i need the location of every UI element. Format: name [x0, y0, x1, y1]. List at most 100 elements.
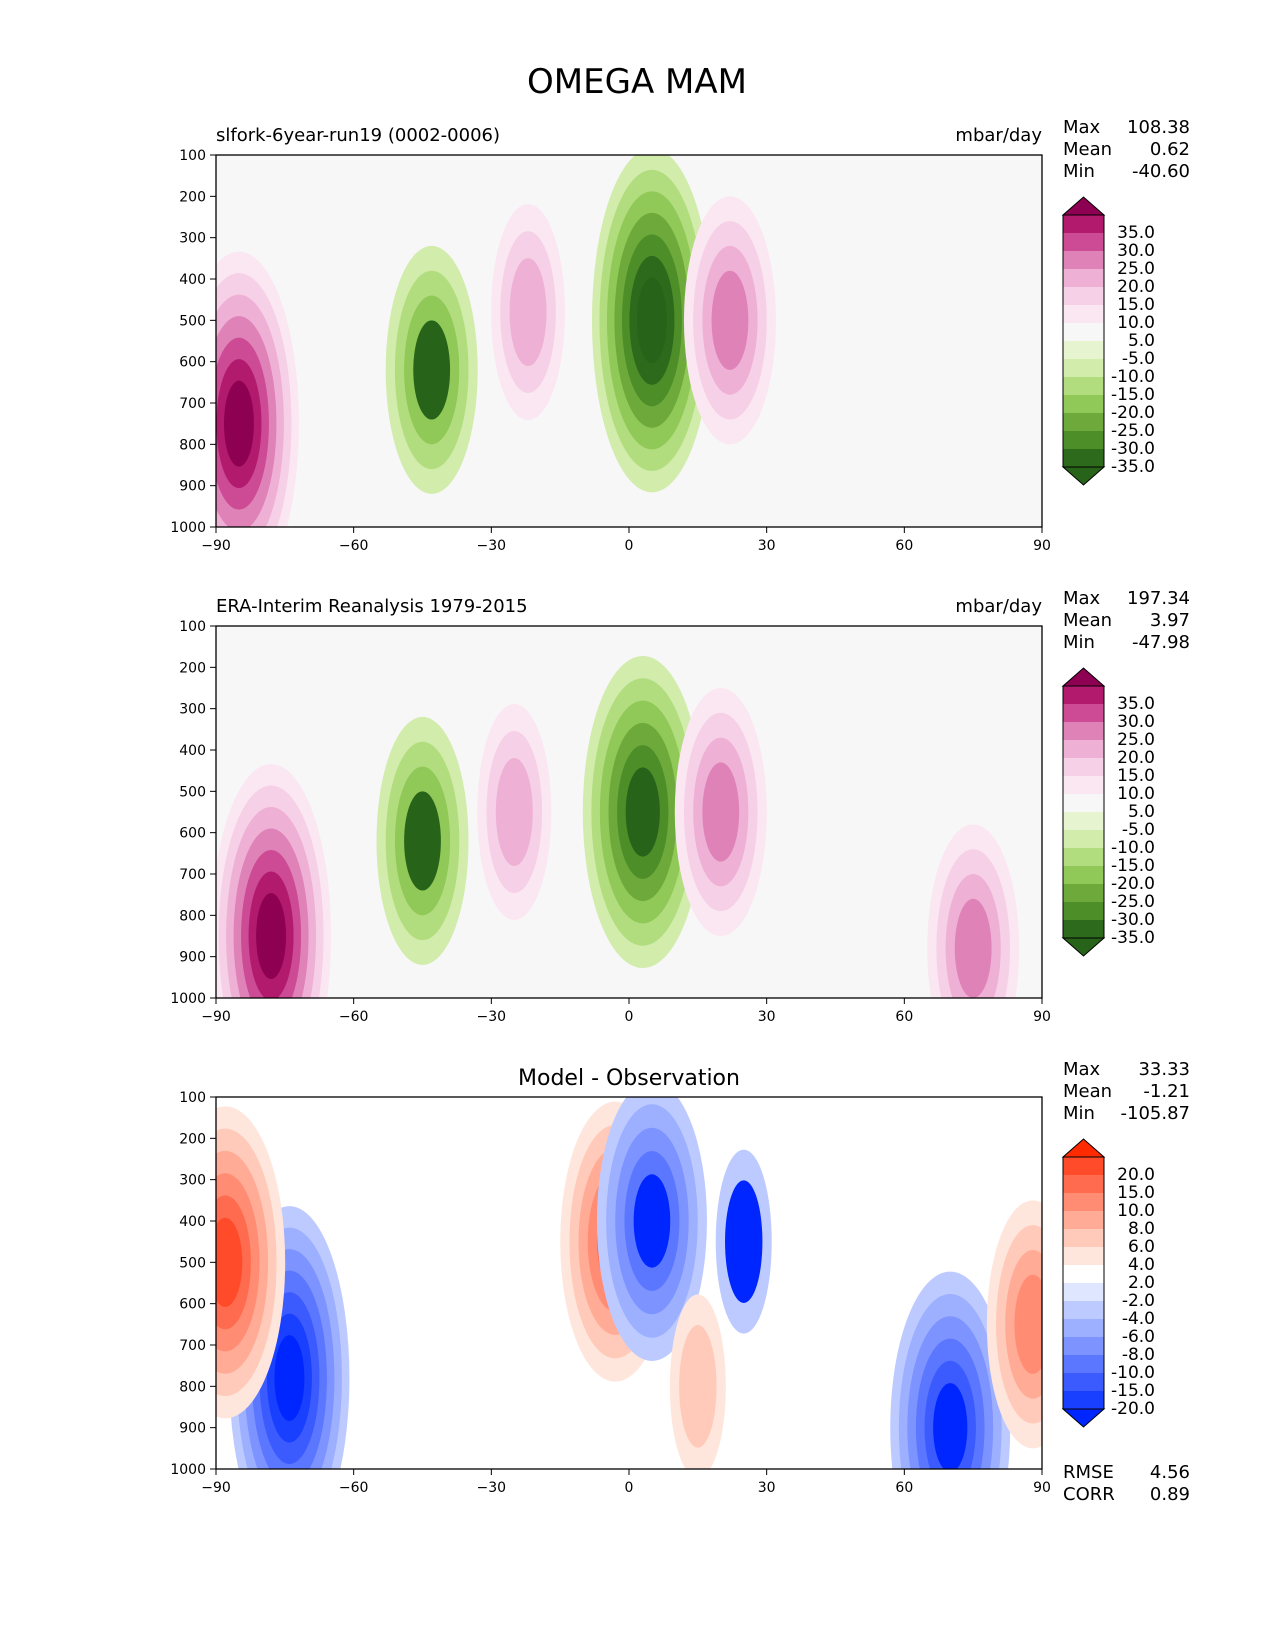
colorbar-label: 5.0 [1128, 331, 1155, 351]
stat-value-mean: 3.97 [1150, 610, 1190, 631]
x-tick-label: −90 [201, 538, 231, 554]
colorbar-band [1063, 758, 1104, 776]
contour-ascent-2-band-5 [625, 767, 660, 857]
colorbar-label: 20.0 [1117, 1165, 1155, 1185]
colorbar-band [1063, 1247, 1104, 1265]
colorbar-band [1063, 215, 1104, 233]
colorbar-band [1063, 269, 1104, 287]
colorbar-band [1063, 431, 1104, 449]
colorbar-label: 15.0 [1117, 766, 1155, 786]
colorbar-label: -10.0 [1111, 367, 1155, 387]
x-tick-label: −60 [339, 538, 369, 554]
stat-label-max: Max [1063, 117, 1101, 138]
y-tick-label: 600 [179, 826, 206, 842]
y-tick-label: 400 [179, 1214, 206, 1230]
colorbar-band [1063, 1301, 1104, 1319]
colorbar: 35.030.025.020.015.010.05.0-5.0-10.0-15.… [1061, 196, 1155, 486]
y-tick-label: 100 [179, 148, 206, 164]
colorbar-band [1063, 305, 1104, 323]
stat-value-mean: 0.62 [1150, 139, 1190, 160]
stat-label-mean: Mean [1063, 1081, 1112, 1102]
y-tick-label: 100 [179, 619, 206, 635]
colorbar-band [1063, 395, 1104, 413]
colorbar-band [1063, 449, 1104, 467]
colorbar-label: -6.0 [1122, 1327, 1155, 1347]
y-tick-label: 600 [179, 355, 206, 371]
panel-observation: −90 −60 −30 0 30 60 90 100 200 300 400 500 600 700 800… [170, 588, 1190, 1025]
y-tick-label: 500 [179, 1255, 206, 1271]
colorbar-label: -15.0 [1111, 385, 1155, 405]
x-tick-label: −90 [201, 1009, 231, 1025]
stat-value-corr: 0.89 [1150, 1484, 1190, 1505]
colorbar-extend-low [1061, 466, 1106, 486]
stat-label-mean: Mean [1063, 610, 1112, 631]
contour-descent-3-band-3 [711, 270, 749, 370]
stat-value-rmse: 4.56 [1150, 1462, 1190, 1483]
colorbar-extend-high [1061, 196, 1106, 216]
y-tick-label: 1000 [170, 520, 206, 536]
colorbar-extend-high [1061, 667, 1106, 687]
colorbar-band [1063, 323, 1104, 341]
field-contours [216, 1097, 1042, 1469]
colorbar-label: -20.0 [1111, 1399, 1155, 1419]
y-tick-label: 500 [179, 784, 206, 800]
colorbar-label: -10.0 [1111, 838, 1155, 858]
colorbar-label: -10.0 [1111, 1363, 1155, 1383]
contour-positive-4-band-5 [216, 1217, 243, 1307]
colorbar-label: -8.0 [1122, 1345, 1155, 1365]
colorbar-band [1063, 704, 1104, 722]
y-tick-label: 900 [179, 950, 206, 966]
contour-ascent-2-band-6 [636, 277, 667, 364]
stat-value-min: -40.60 [1132, 161, 1190, 182]
y-tick-label: 200 [179, 660, 206, 676]
colorbar-label: -25.0 [1111, 892, 1155, 912]
colorbar-band [1063, 1157, 1104, 1175]
stat-label-rmse: RMSE [1063, 1462, 1114, 1483]
stat-label-max: Max [1063, 588, 1101, 609]
colorbar-label: 10.0 [1117, 313, 1155, 333]
stat-label-max: Max [1063, 1059, 1101, 1080]
colorbar-label: 4.0 [1128, 1255, 1155, 1275]
colorbar-label: -20.0 [1111, 403, 1155, 423]
colorbar-band [1063, 812, 1104, 830]
colorbar-label: 30.0 [1117, 712, 1155, 732]
panel-difference: −90 −60 −30 0 30 60 90 100 200 300 400 500 600 700 800… [170, 1059, 1190, 1505]
x-tick-label: −30 [477, 1009, 507, 1025]
colorbar-label: -35.0 [1111, 457, 1155, 477]
y-tick-label: 600 [179, 1297, 206, 1313]
colorbar-extend-low [1061, 937, 1106, 957]
colorbar-label: 2.0 [1128, 1273, 1155, 1293]
colorbar-band [1063, 920, 1104, 938]
colorbar-band [1063, 884, 1104, 902]
contour-negative-3-band-5 [933, 1383, 968, 1469]
x-tick-label: −30 [477, 1480, 507, 1496]
colorbar-label: 35.0 [1117, 694, 1155, 714]
y-tick-label: 700 [179, 867, 206, 883]
colorbar: 35.030.025.020.015.010.05.0-5.0-10.0-15.… [1061, 667, 1155, 957]
stat-value-mean: -1.21 [1143, 1081, 1190, 1102]
colorbar-label: -20.0 [1111, 874, 1155, 894]
x-tick-label: 90 [1033, 1009, 1051, 1025]
field-contours [216, 656, 1020, 998]
colorbar-label: -30.0 [1111, 910, 1155, 930]
stat-value-max: 197.34 [1127, 588, 1190, 609]
colorbar-band [1063, 1319, 1104, 1337]
colorbar-band [1063, 1265, 1104, 1283]
panel-units: mbar/day [955, 125, 1042, 146]
y-tick-label: 1000 [170, 991, 206, 1007]
contour-positive-5-band-3 [1014, 1274, 1042, 1374]
colorbar-band [1063, 848, 1104, 866]
colorbar-label: 30.0 [1117, 241, 1155, 261]
panel-title: Model - Observation [518, 1066, 740, 1091]
panel-title: ERA-Interim Reanalysis 1979-2015 [216, 596, 528, 617]
y-tick-label: 300 [179, 702, 206, 718]
y-tick-label: 700 [179, 396, 206, 412]
x-tick-label: 30 [758, 538, 776, 554]
x-tick-label: −30 [477, 538, 507, 554]
colorbar-band [1063, 776, 1104, 794]
x-tick-label: 90 [1033, 538, 1051, 554]
stat-value-max: 108.38 [1127, 117, 1190, 138]
colorbar-label: 20.0 [1117, 748, 1155, 768]
stat-value-max: 33.33 [1138, 1059, 1190, 1080]
colorbar-band [1063, 722, 1104, 740]
